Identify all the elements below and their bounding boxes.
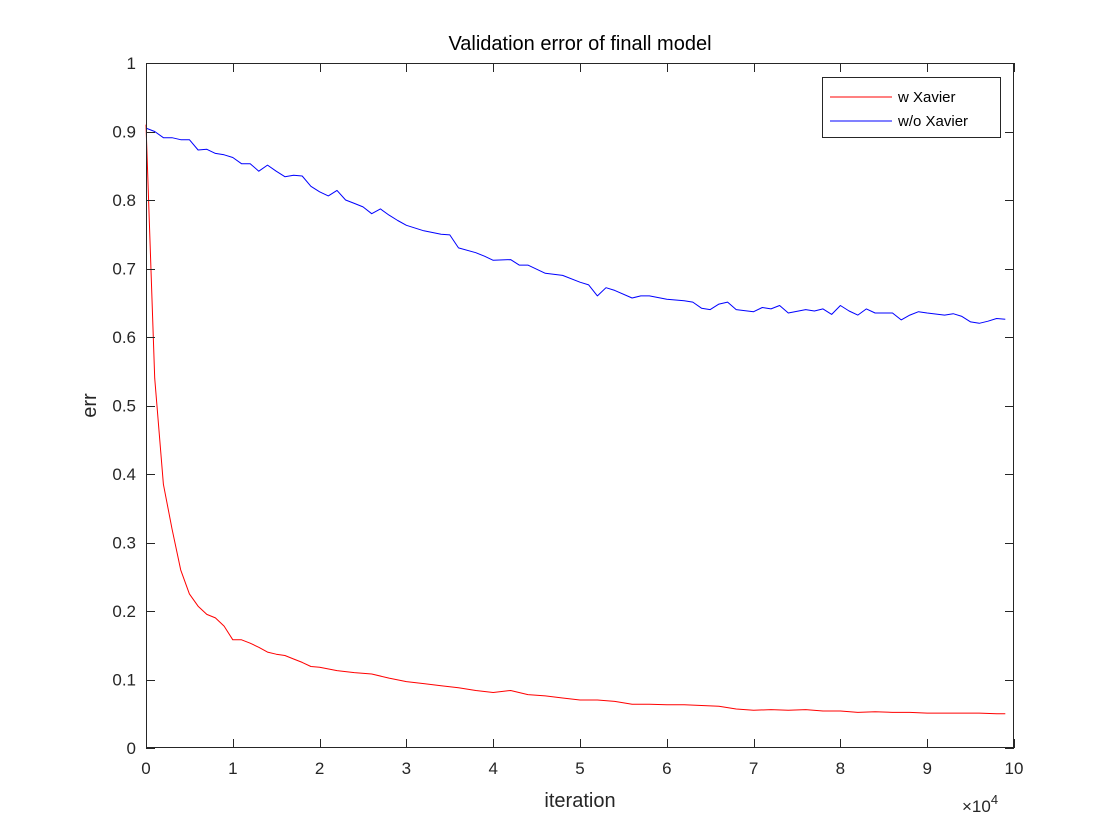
series-line-w-xavier: [145, 124, 1006, 715]
x-axis-multiplier-exponent: 4: [991, 792, 998, 807]
x-axis-label: iteration: [544, 790, 615, 812]
series-line-wo-xavier: [145, 127, 1006, 324]
y-tick-label: 0.9: [112, 123, 136, 142]
y-tick-label: 0.2: [112, 602, 136, 621]
plot-area: [146, 63, 1014, 748]
y-tick-label: 0.4: [112, 465, 136, 484]
y-tick-label: 1: [127, 54, 136, 73]
x-tick-label: 2: [315, 759, 324, 778]
x-tick-label: 1: [228, 759, 237, 778]
x-tick-label: 4: [488, 759, 497, 778]
legend-label-w-xavier: w Xavier: [897, 89, 956, 106]
legend-label-wo-xavier: w/o Xavier: [897, 113, 968, 130]
x-tick-label: 8: [836, 759, 845, 778]
x-axis-multiplier-base: ×10: [962, 797, 991, 816]
y-tick-label: 0.1: [112, 671, 136, 690]
x-tick-label: 10: [1005, 759, 1024, 778]
x-tick-label: 9: [922, 759, 931, 778]
y-tick-label: 0.5: [112, 397, 136, 416]
legend: w Xavier w/o Xavier: [822, 77, 1001, 138]
chart-title: Validation error of finall model: [448, 33, 711, 55]
x-tick-label: 3: [402, 759, 411, 778]
y-tick-label: 0: [127, 739, 136, 758]
y-tick-label: 0.8: [112, 191, 136, 210]
ticks-layer: 0 1 2 3 4 5 6 7 8 9 10 0 0.1 0.2 0.3 0.4 0.5 0.6 0.7 0.8 0.9…: [112, 54, 1023, 778]
x-tick-label: 5: [575, 759, 584, 778]
x-axis-multiplier: ×104: [962, 792, 998, 816]
y-tick-label: 0.7: [112, 260, 136, 279]
series-layer: [145, 124, 1006, 715]
x-tick-label: 0: [141, 759, 150, 778]
x-tick-label: 6: [662, 759, 671, 778]
y-tick-label: 0.3: [112, 534, 136, 553]
x-tick-label: 7: [749, 759, 758, 778]
y-axis-label: err: [79, 393, 101, 418]
legend-box: [822, 77, 1001, 138]
y-tick-label: 0.6: [112, 328, 136, 347]
